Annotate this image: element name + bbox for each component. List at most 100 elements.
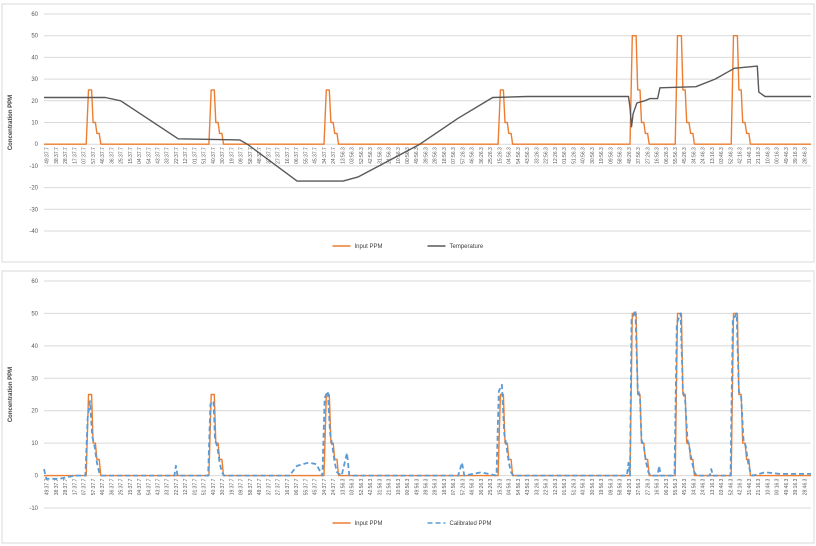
x-tick-label: 28:37.7 xyxy=(63,478,69,495)
series-line-input-ppm xyxy=(44,35,811,145)
x-tick-label: 28:46.3 xyxy=(802,147,808,164)
x-tick-label: 36:37.7 xyxy=(109,478,115,495)
x-tick-label: 30:37.7 xyxy=(220,478,226,495)
x-tick-label: 55:56.3 xyxy=(673,478,679,495)
y-tick-label: 60 xyxy=(31,279,38,285)
x-tick-label: 42:56.3 xyxy=(368,147,374,164)
x-tick-label: 27:26.3 xyxy=(645,147,651,164)
legend-label: Input PPM xyxy=(355,244,383,250)
x-tick-label: 27:26.3 xyxy=(645,478,651,495)
y-tick-label: 40 xyxy=(31,55,38,61)
x-tick-label: 52:56.3 xyxy=(359,478,365,495)
y-tick-label: -20 xyxy=(29,186,38,192)
x-tick-label: 24:37.7 xyxy=(331,478,337,495)
x-tick-label: 55:37.7 xyxy=(303,478,309,495)
x-tick-label: 39:56.3 xyxy=(424,478,430,495)
x-tick-label: 46:37.7 xyxy=(100,147,106,164)
x-tick-label: 09:56.3 xyxy=(608,147,614,164)
x-tick-label: 13:56.3 xyxy=(340,147,346,164)
x-tick-label: 39:56.3 xyxy=(424,147,430,164)
x-tick-label: 10:46.3 xyxy=(765,147,771,164)
series-line-temperature xyxy=(44,65,811,182)
y-axis-label: Concentration PPM xyxy=(8,367,14,422)
x-tick-label: 37:37.7 xyxy=(266,147,272,164)
x-tick-label: 45:26.3 xyxy=(682,478,688,495)
series-line-input-ppm xyxy=(44,312,811,477)
x-tick-label: 51:37.7 xyxy=(202,147,208,164)
x-tick-label: 54:56.3 xyxy=(516,147,522,164)
chart-panel-2: 60 50 40 30 20 10 0 -10 49:37.7 38:37.7 28:37.7 17:… xyxy=(1,270,815,544)
x-tick-label: 03:56.3 xyxy=(350,478,356,495)
x-tick-label: 00:16.3 xyxy=(775,147,781,164)
x-tick-label: 25:26.3 xyxy=(488,478,494,495)
x-tick-label: 51:26.3 xyxy=(571,478,577,495)
x-tick-label: 21:16.3 xyxy=(756,147,762,164)
x-tick-label: 01:56.3 xyxy=(562,147,568,164)
x-tick-label: 54:37.7 xyxy=(146,147,152,164)
y-tick-label: -40 xyxy=(29,229,38,235)
x-tick-label: 28:46.3 xyxy=(802,478,808,495)
x-tick-label: 30:56.3 xyxy=(590,147,596,164)
series-line-calibrated-ppm xyxy=(43,309,811,480)
x-tick-label: 16:37.7 xyxy=(285,147,291,164)
x-tick-label: 17:37.7 xyxy=(72,478,78,495)
y-tick-label: 60 xyxy=(31,12,38,18)
x-tick-label: 31:46.3 xyxy=(747,478,753,495)
chart-frame xyxy=(1,270,815,544)
x-tick-label: 01:37.7 xyxy=(192,147,198,164)
x-tick-label: 03:46.3 xyxy=(719,147,725,164)
y-tick-label: 10 xyxy=(31,441,38,447)
x-tick-label: 28:56.3 xyxy=(433,478,439,495)
x-tick-label: 49:37.7 xyxy=(45,478,51,495)
x-tick-label: 07:37.7 xyxy=(82,478,88,495)
x-tick-label: 17:37.7 xyxy=(72,147,78,164)
x-tick-label: 38:37.7 xyxy=(54,147,60,164)
y-tick-label: 20 xyxy=(31,409,38,415)
y-tick-label: 30 xyxy=(31,77,38,83)
x-tick-label: 38:37.7 xyxy=(54,478,60,495)
x-tick-label: 40:37.7 xyxy=(211,478,217,495)
x-tick-label: 06:26.3 xyxy=(664,147,670,164)
x-tick-label: 58:56.3 xyxy=(618,147,624,164)
x-tick-label: 42:16.3 xyxy=(738,478,744,495)
y-tick-label: 40 xyxy=(31,344,38,350)
x-tick-label: 49:56.3 xyxy=(414,147,420,164)
x-tick-label: 43:56.3 xyxy=(525,147,531,164)
x-tick-label: 33:37.7 xyxy=(165,147,171,164)
x-tick-label: 57:26.3 xyxy=(460,478,466,495)
x-tick-label: 25:37.7 xyxy=(119,478,125,495)
x-tick-label: 48:26.3 xyxy=(627,147,633,164)
legend-label: Input PPM xyxy=(355,521,383,527)
x-tick-label: 12:37.7 xyxy=(183,478,189,495)
x-tick-label: 22:37.7 xyxy=(174,478,180,495)
x-tick-label: 00:56.3 xyxy=(405,147,411,164)
x-tick-label: 45:26.3 xyxy=(682,147,688,164)
x-tick-label: 01:56.3 xyxy=(562,478,568,495)
x-tick-label: 39:16.3 xyxy=(793,147,799,164)
x-tick-label: 27:37.7 xyxy=(276,478,282,495)
x-tick-label: 37:56.3 xyxy=(636,478,642,495)
x-tick-label: 37:56.3 xyxy=(636,147,642,164)
x-tick-label: 37:37.7 xyxy=(266,478,272,495)
x-tick-label: 13:16.3 xyxy=(710,147,716,164)
x-tick-label: 34:56.3 xyxy=(691,478,697,495)
x-tick-label: 15:37.7 xyxy=(128,147,134,164)
x-tick-label: 43:56.3 xyxy=(525,478,531,495)
x-tick-label: 34:37.7 xyxy=(322,147,328,164)
x-tick-label: 43:37.7 xyxy=(156,147,162,164)
x-tick-label: 15:26.3 xyxy=(497,478,503,495)
x-tick-label: 27:37.7 xyxy=(276,147,282,164)
x-tick-label: 06:26.3 xyxy=(664,478,670,495)
x-tick-label: 21:56.3 xyxy=(387,147,393,164)
legend-label: Temperature xyxy=(450,244,484,250)
x-tick-label: 42:56.3 xyxy=(368,478,374,495)
x-tick-label: 25:26.3 xyxy=(488,147,494,164)
x-tick-label: 40:56.3 xyxy=(581,478,587,495)
x-tick-label: 15:26.3 xyxy=(497,147,503,164)
x-tick-label: 12:26.3 xyxy=(553,147,559,164)
x-tick-label: 49:37.7 xyxy=(45,147,51,164)
x-tick-label: 07:56.3 xyxy=(451,478,457,495)
x-tick-label: 55:56.3 xyxy=(673,147,679,164)
x-tick-label: 34:37.7 xyxy=(322,478,328,495)
